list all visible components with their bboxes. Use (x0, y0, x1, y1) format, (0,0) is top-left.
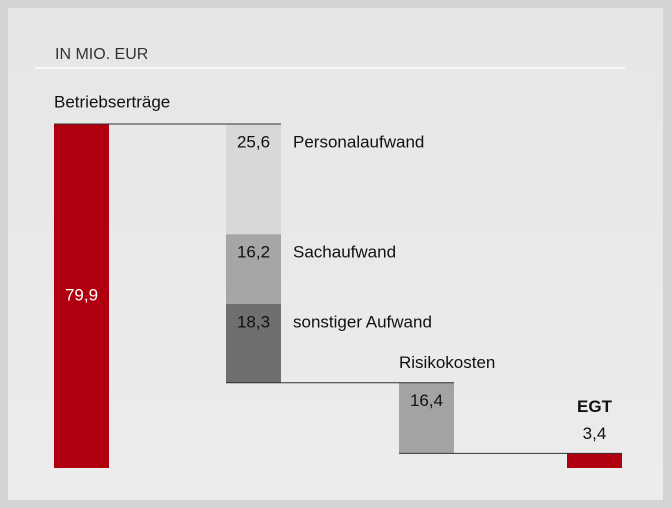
bar (226, 124, 281, 235)
bar (226, 303, 281, 383)
chart-title: IN MIO. EUR (55, 46, 148, 63)
category-label: Sachaufwand (293, 243, 396, 262)
value-label: 3,4 (583, 424, 607, 443)
value-label: 16,4 (410, 391, 443, 410)
value-label: 79,9 (65, 285, 98, 304)
category-label: sonstiger Aufwand (293, 312, 432, 331)
bar (54, 124, 109, 468)
category-label: Risikokosten (399, 353, 495, 372)
category-label: EGT (577, 397, 613, 416)
category-label: Personalaufwand (293, 132, 424, 151)
value-label: 16,2 (237, 243, 270, 262)
bar (567, 453, 622, 468)
value-label: 18,3 (237, 312, 270, 331)
bar (226, 234, 281, 304)
bar (399, 382, 454, 454)
value-label: 25,6 (237, 132, 270, 151)
category-label: Betriebserträge (54, 92, 170, 111)
panel (8, 8, 663, 500)
